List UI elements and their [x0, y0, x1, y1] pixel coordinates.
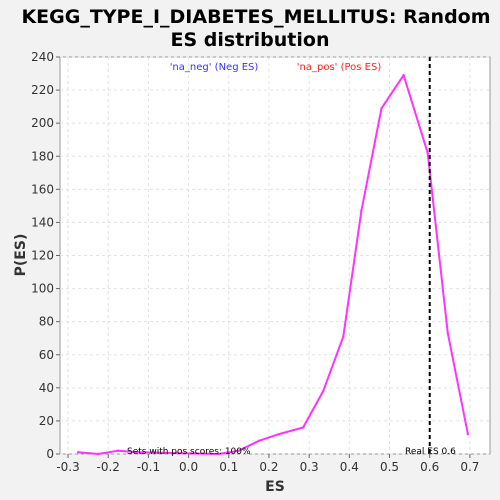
y-tick-label: 80	[39, 315, 54, 329]
real-es-annotation: Real ES 0.6	[405, 447, 456, 457]
x-tick-label: 0.2	[259, 460, 278, 474]
y-tick-label: 60	[39, 348, 54, 362]
x-tick-label: -0.2	[97, 460, 120, 474]
y-tick-label: 40	[39, 381, 54, 395]
data-point	[402, 73, 405, 77]
data-point	[237, 449, 241, 452]
y-tick-label: 0	[46, 447, 54, 461]
data-point	[117, 449, 120, 452]
x-tick-label: 0.0	[179, 460, 198, 474]
data-point	[342, 335, 345, 338]
legend-neg-es: 'na_neg' (Neg ES)	[170, 62, 259, 73]
y-axis-label: P(ES)	[13, 234, 29, 277]
x-axis-ticks: -0.3 -0.2 -0.1 0.0 0.1 0.2 0.3 0.4 0.5 0.6 0.7	[56, 454, 479, 474]
data-point	[257, 439, 261, 442]
x-tick-label: -0.1	[137, 460, 160, 474]
data-point	[137, 451, 140, 454]
y-tick-label: 120	[31, 249, 54, 263]
y-tick-label: 160	[31, 182, 54, 196]
data-point	[426, 151, 429, 155]
data-point	[466, 432, 470, 436]
pos-scores-annotation: Sets with pos scores: 100%	[127, 447, 251, 457]
data-point	[301, 426, 305, 429]
y-tick-label: 180	[31, 149, 54, 163]
y-tick-label: 20	[39, 414, 54, 428]
data-point	[76, 451, 80, 454]
y-axis-ticks: 0 20 40 60 80 100 120 140 160 180 200 220 240	[31, 50, 60, 461]
chart-title-line-2: ES distribution	[171, 29, 330, 51]
data-point	[217, 452, 220, 456]
legend-pos-es: 'na_pos' (Pos ES)	[297, 62, 382, 73]
x-tick-label: -0.3	[56, 460, 79, 474]
x-tick-label: 0.3	[300, 460, 319, 474]
chart-title-line-1: KEGG_TYPE_I_DIABETES_MELLITUS: Random	[21, 6, 490, 28]
data-point	[322, 389, 325, 393]
y-tick-label: 240	[31, 50, 54, 64]
y-tick-label: 200	[31, 116, 54, 130]
series-group	[76, 73, 470, 456]
plot-area	[59, 56, 491, 455]
x-tick-label: 0.7	[460, 460, 479, 474]
data-point	[360, 209, 363, 213]
data-point	[277, 432, 281, 436]
y-tick-label: 140	[31, 215, 54, 229]
x-tick-label: 0.5	[380, 460, 399, 474]
data-point	[96, 452, 100, 456]
y-tick-label: 220	[31, 83, 54, 97]
x-axis-label: ES	[265, 479, 285, 495]
data-point	[380, 107, 383, 110]
y-tick-label: 100	[31, 282, 54, 296]
data-point	[446, 332, 450, 335]
x-tick-label: 0.6	[420, 460, 439, 474]
x-tick-label: 0.1	[219, 460, 238, 474]
x-tick-label: 0.4	[340, 460, 359, 474]
